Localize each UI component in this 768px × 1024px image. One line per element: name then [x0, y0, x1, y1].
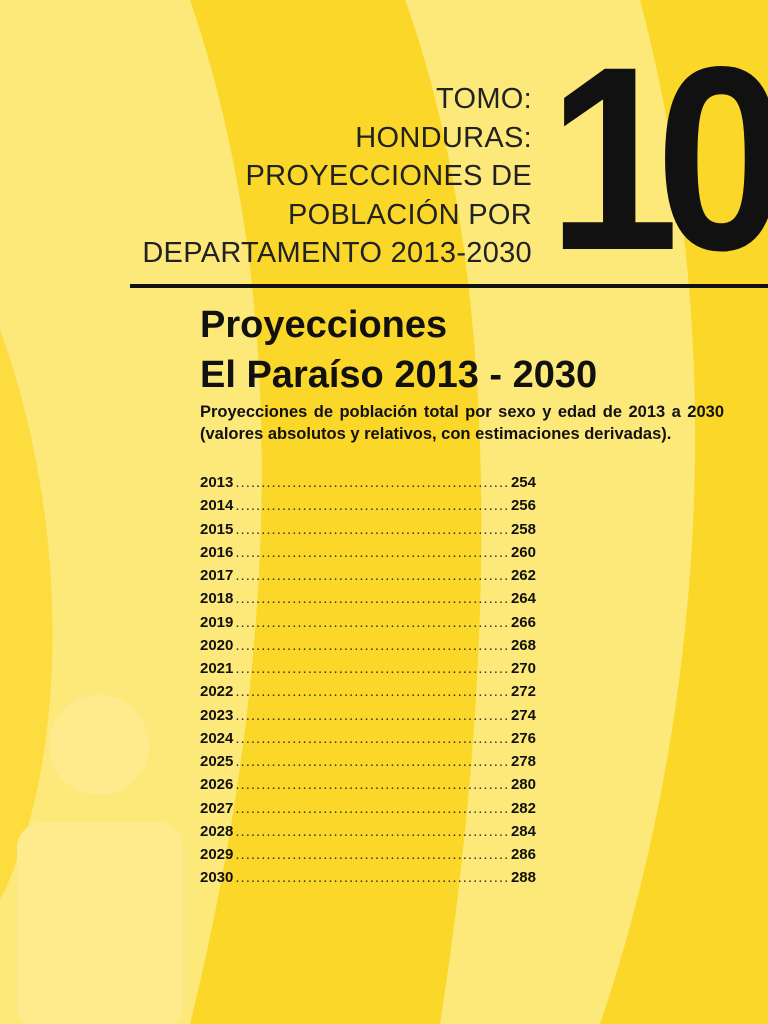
- header-line: TOMO:: [435, 83, 532, 115]
- toc-leader-dots: [235, 776, 509, 793]
- toc-page-number: 266: [510, 613, 536, 631]
- toc-page-number: 288: [510, 869, 536, 887]
- toc-page-number: 280: [510, 776, 536, 794]
- toc-leader-dots: [235, 869, 509, 886]
- toc-entry[interactable]: 2027 282: [200, 800, 536, 823]
- toc-leader-dots: [235, 753, 509, 770]
- person-silhouette-icon: [17, 695, 183, 1024]
- toc-leader-dots: [235, 614, 509, 631]
- toc-entry[interactable]: 2028 284: [200, 823, 536, 846]
- toc-year: 2021: [200, 660, 234, 677]
- toc-page-number: 264: [510, 590, 536, 608]
- toc-entry[interactable]: 2017 262: [200, 567, 536, 590]
- toc-entry[interactable]: 2014 256: [200, 497, 536, 520]
- toc-leader-dots: [235, 800, 509, 817]
- toc-entry[interactable]: 2019 266: [200, 614, 536, 637]
- toc-leader-dots: [235, 637, 509, 654]
- title-line-1: Proyecciones: [200, 304, 448, 346]
- toc-entry[interactable]: 2016 260: [200, 544, 536, 567]
- toc-page-number: 260: [510, 543, 536, 561]
- toc-entry[interactable]: 2015 258: [200, 521, 536, 544]
- toc-entry[interactable]: 2030 288: [200, 869, 536, 892]
- toc-year: 2023: [200, 706, 234, 724]
- toc-page-number: 256: [510, 497, 536, 515]
- toc-leader-dots: [235, 660, 509, 677]
- yellow-swoosh-band-left: [0, 330, 53, 900]
- toc-entry[interactable]: 2018 264: [200, 590, 536, 613]
- toc-leader-dots: [235, 823, 509, 840]
- toc-entry[interactable]: 2029 286: [200, 846, 536, 869]
- toc-leader-dots: [235, 707, 509, 724]
- toc-page-number: 262: [510, 567, 536, 584]
- page-subtitle: Proyecciones de población total por sexo…: [200, 403, 724, 443]
- toc-year: 2029: [200, 846, 234, 863]
- yellow-swoosh-band-right: [600, 0, 768, 1024]
- page-title: Proyecciones El Paraíso 2013 - 2030: [200, 300, 597, 400]
- toc-leader-dots: [235, 544, 509, 561]
- toc-entry[interactable]: 2020 268: [200, 637, 536, 660]
- header-divider: [130, 284, 768, 288]
- toc-entry[interactable]: 2013 254: [200, 474, 536, 497]
- toc-page-number: 270: [510, 660, 536, 677]
- toc-page-number: 254: [510, 474, 536, 491]
- toc-page-number: 276: [510, 729, 536, 747]
- header-line: PROYECCIONES DE: [245, 160, 532, 192]
- toc-leader-dots: [235, 567, 509, 584]
- toc-year: 2019: [200, 613, 234, 631]
- header-line: DEPARTAMENTO 2013-2030: [142, 237, 532, 269]
- toc-year: 2014: [200, 497, 234, 515]
- volume-header: TOMO: HONDURAS: PROYECCIONES DE POBLACIÓ…: [142, 80, 532, 273]
- toc-year: 2024: [200, 729, 234, 747]
- toc-page-number: 272: [510, 683, 536, 701]
- toc-page-number: 284: [510, 822, 536, 840]
- toc-year: 2028: [200, 822, 234, 840]
- toc-entry[interactable]: 2022 272: [200, 683, 536, 706]
- toc-leader-dots: [235, 846, 509, 863]
- header-line: POBLACIÓN POR: [287, 198, 532, 231]
- toc-entry[interactable]: 2021 270: [200, 660, 536, 683]
- toc-page-number: 258: [510, 520, 536, 538]
- table-of-contents: 2013254201425620152582016260201726220182…: [200, 474, 536, 893]
- toc-entry[interactable]: 2026 280: [200, 776, 536, 799]
- toc-leader-dots: [235, 474, 509, 491]
- toc-page-number: 282: [510, 799, 536, 817]
- toc-year: 2013: [200, 474, 234, 491]
- toc-year: 2026: [200, 776, 234, 794]
- toc-page-number: 278: [510, 753, 536, 770]
- toc-year: 2017: [200, 567, 234, 584]
- toc-entry[interactable]: 2023 274: [200, 707, 536, 730]
- toc-entry[interactable]: 2024 276: [200, 730, 536, 753]
- toc-year: 2015: [200, 520, 234, 538]
- toc-page-number: 274: [510, 706, 536, 724]
- toc-year: 2016: [200, 543, 234, 561]
- toc-year: 2027: [200, 799, 234, 817]
- toc-leader-dots: [235, 683, 509, 700]
- toc-year: 2022: [200, 683, 234, 701]
- toc-entry[interactable]: 2025 278: [200, 753, 536, 776]
- toc-page-number: 268: [510, 636, 536, 654]
- toc-leader-dots: [235, 521, 509, 538]
- toc-year: 2018: [200, 590, 234, 608]
- toc-leader-dots: [235, 590, 509, 607]
- toc-leader-dots: [235, 497, 509, 514]
- header-line: HONDURAS:: [355, 121, 532, 154]
- toc-year: 2030: [200, 869, 234, 887]
- title-line-2: El Paraíso 2013 - 2030: [200, 354, 598, 396]
- volume-number: 10: [548, 12, 768, 305]
- toc-leader-dots: [235, 730, 509, 747]
- toc-page-number: 286: [510, 846, 536, 863]
- toc-year: 2025: [200, 753, 234, 770]
- toc-year: 2020: [200, 636, 234, 654]
